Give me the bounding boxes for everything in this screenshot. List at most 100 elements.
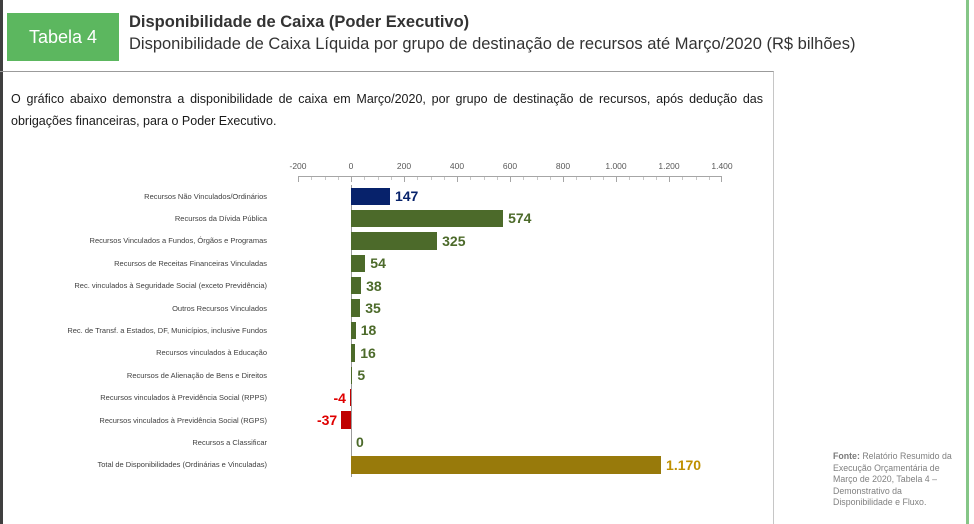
axis-minor-tick [602, 177, 604, 180]
bar [351, 277, 362, 295]
bar-value: 0 [356, 434, 364, 451]
axis-minor-tick [390, 177, 392, 180]
axis-tick-label: 800 [555, 161, 571, 171]
axis-minor-tick [483, 177, 485, 180]
bar [351, 321, 356, 340]
category-label: Outros Recursos Vinculados [172, 303, 267, 313]
source-text: Relatório Resumido da Execução Orçamentá… [833, 451, 952, 508]
category-label: Recursos vinculados à Previdência Social… [100, 393, 267, 403]
left-edge-rule [0, 0, 3, 524]
bar-row: Recursos vinculados à Educação 16 [0, 342, 774, 364]
category-label: Recursos Vinculados a Fundos, Órgãos e P… [89, 236, 267, 246]
axis-minor-tick [523, 177, 525, 180]
bar-value: 54 [370, 255, 386, 272]
axis-minor-tick [430, 177, 432, 180]
intro-paragraph: O gráfico abaixo demonstra a disponibili… [11, 92, 763, 128]
axis-minor-tick [629, 177, 631, 180]
bar [351, 254, 366, 273]
category-label: Total de Disponibilidades (Ordinárias e … [97, 460, 267, 470]
axis-line [298, 176, 722, 183]
bar-value: -4 [333, 389, 346, 406]
bar [349, 389, 351, 407]
bar-plot: 1.170 [298, 454, 722, 476]
axis-tick-label: 600 [502, 161, 518, 171]
axis-tick-label: 1.200 [658, 161, 680, 171]
table-badge: Tabela 4 [7, 13, 119, 61]
axis-tick-label: 1.000 [605, 161, 627, 171]
source-label: Fonte: [833, 451, 860, 461]
axis-major-tick [669, 177, 670, 182]
axis-minor-tick [655, 177, 657, 180]
axis-major-tick [616, 177, 617, 182]
bar [351, 299, 361, 317]
bar-value: 325 [442, 232, 466, 249]
axis-major-tick [351, 177, 352, 182]
category-label: Recursos Não Vinculados/Ordinários [144, 191, 267, 201]
bar-row: Recursos a Classificar 0 [0, 431, 774, 453]
axis-tick-label: 0 [348, 161, 354, 171]
bar-value: 5 [357, 367, 366, 384]
bar [341, 411, 351, 429]
axis-tick-label: 1.400 [711, 161, 733, 171]
content-box [0, 71, 774, 524]
bar [351, 209, 504, 228]
category-label: Recursos de Receitas Financeiras Vincula… [114, 258, 267, 268]
bar-plot: 35 [298, 297, 722, 319]
bar-row: Recursos vinculados à Previdência Social… [0, 409, 774, 431]
axis-minor-tick [417, 177, 419, 180]
category-label: Recursos a Classificar [192, 437, 267, 447]
bar [351, 456, 662, 474]
header: Disponibilidade de Caixa (Poder Executiv… [129, 11, 964, 55]
axis-major-tick [298, 177, 299, 182]
bar-plot: 325 [298, 230, 722, 252]
bar-plot: -37 [298, 409, 722, 431]
bar-value: 574 [508, 210, 532, 227]
source-note: Fonte: Relatório Resumido da Execução Or… [833, 451, 964, 509]
bar [351, 187, 390, 205]
axis-minor-tick [324, 177, 326, 180]
bar-value: 38 [366, 277, 382, 294]
table-badge-label: Tabela 4 [28, 26, 98, 47]
bar-plot: 0 [298, 431, 722, 453]
axis-minor-tick [682, 177, 684, 180]
axis-major-tick [510, 177, 511, 182]
axis-major-tick [457, 177, 458, 182]
page-title: Disponibilidade de Caixa (Poder Executiv… [129, 13, 470, 31]
bar-row: Total de Disponibilidades (Ordinárias e … [0, 454, 774, 476]
axis-minor-tick [496, 177, 498, 180]
bar-row: Rec. de Transf. a Estados, DF, Município… [0, 319, 774, 341]
axis-minor-tick [470, 177, 472, 180]
bar-value: 1.170 [666, 456, 702, 473]
page-subtitle: Disponibilidade de Caixa Líquida por gru… [129, 35, 856, 53]
category-label: Recursos da Dívida Pública [174, 214, 267, 224]
bar-row: Recursos de Receitas Financeiras Vincula… [0, 252, 774, 274]
category-label: Rec. vinculados à Seguridade Social (exc… [74, 281, 267, 291]
bar-plot: 18 [298, 319, 722, 341]
axis-major-tick [404, 177, 405, 182]
axis-tick-label: -200 [289, 161, 307, 171]
axis-minor-tick [642, 177, 644, 180]
bar [351, 366, 353, 385]
bar-value: 147 [394, 188, 419, 204]
category-label: Recursos vinculados à Previdência Social… [99, 415, 267, 425]
bar-row: Recursos vinculados à Previdência Social… [0, 387, 774, 409]
bar-plot: 5 [298, 364, 722, 386]
axis-minor-tick [576, 177, 578, 180]
bar-plot: 147 [298, 185, 722, 207]
right-edge-green-rule [966, 0, 969, 524]
axis-minor-tick [337, 177, 339, 180]
bar-value: 35 [365, 299, 381, 316]
bar-row: Recursos da Dívida Pública 574 [0, 207, 774, 229]
axis-minor-tick [311, 177, 313, 180]
category-label: Recursos vinculados à Educação [156, 348, 267, 358]
axis-minor-tick [549, 177, 551, 180]
bar-row: Outros Recursos Vinculados 35 [0, 297, 774, 319]
category-label: Recursos de Alienação de Bens e Direitos [126, 370, 267, 380]
bar-plot: 574 [298, 207, 722, 229]
bar-row: Recursos de Alienação de Bens e Direitos… [0, 364, 774, 386]
axis-minor-tick [589, 177, 591, 180]
axis-major-tick [721, 177, 722, 182]
axis-minor-tick [364, 177, 366, 180]
axis-minor-tick [536, 177, 538, 180]
